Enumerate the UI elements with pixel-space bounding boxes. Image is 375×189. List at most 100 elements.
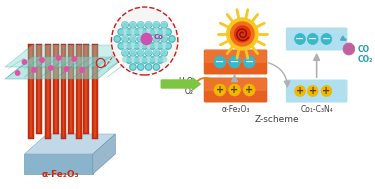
Circle shape [154, 36, 159, 41]
Circle shape [146, 22, 152, 28]
Circle shape [165, 43, 171, 49]
Circle shape [142, 58, 147, 62]
Text: α-Fe₂O₃: α-Fe₂O₃ [221, 105, 250, 114]
Circle shape [138, 29, 143, 34]
Circle shape [15, 71, 20, 75]
Circle shape [141, 57, 148, 63]
Circle shape [126, 57, 132, 63]
Circle shape [139, 51, 142, 55]
Circle shape [295, 85, 305, 97]
Circle shape [123, 23, 127, 27]
Bar [68, 44, 74, 134]
Circle shape [146, 50, 151, 55]
Circle shape [166, 30, 170, 34]
Text: −: − [322, 34, 331, 44]
Bar [76, 44, 82, 139]
Circle shape [157, 57, 164, 63]
Circle shape [162, 51, 166, 55]
Circle shape [149, 43, 156, 49]
Circle shape [154, 23, 158, 27]
Circle shape [138, 50, 143, 55]
Circle shape [114, 36, 120, 42]
Circle shape [138, 36, 144, 42]
Circle shape [127, 30, 131, 34]
FancyBboxPatch shape [204, 77, 267, 102]
Circle shape [243, 56, 255, 68]
Circle shape [162, 37, 166, 41]
Circle shape [142, 30, 147, 34]
Bar [38, 46, 40, 132]
Circle shape [130, 64, 136, 70]
Circle shape [138, 22, 143, 27]
FancyBboxPatch shape [204, 50, 267, 74]
FancyArrow shape [161, 78, 200, 90]
Circle shape [119, 44, 123, 48]
Circle shape [154, 22, 159, 27]
Circle shape [123, 36, 128, 41]
Circle shape [130, 50, 135, 55]
FancyBboxPatch shape [204, 78, 267, 91]
Circle shape [123, 51, 127, 55]
Circle shape [154, 50, 159, 55]
Text: CO₂: CO₂ [358, 54, 373, 64]
Bar [55, 46, 57, 132]
Circle shape [161, 36, 167, 42]
Circle shape [154, 29, 159, 34]
Text: −: − [244, 57, 254, 67]
Circle shape [229, 84, 240, 96]
Circle shape [146, 50, 152, 56]
Circle shape [135, 58, 139, 62]
Circle shape [138, 64, 144, 70]
Circle shape [138, 57, 143, 62]
Circle shape [32, 68, 36, 72]
Circle shape [154, 43, 159, 48]
Circle shape [116, 37, 119, 41]
Circle shape [308, 85, 318, 97]
Circle shape [80, 68, 84, 72]
Circle shape [158, 30, 162, 34]
Circle shape [123, 43, 128, 48]
Circle shape [123, 57, 128, 62]
Circle shape [153, 22, 159, 28]
Circle shape [134, 29, 140, 35]
Circle shape [118, 29, 124, 35]
Circle shape [214, 84, 226, 96]
Bar [78, 46, 80, 137]
Bar [53, 44, 58, 134]
Circle shape [231, 22, 254, 46]
Circle shape [243, 84, 255, 96]
Circle shape [139, 23, 142, 27]
Text: +: + [309, 86, 317, 96]
Circle shape [146, 36, 152, 42]
Text: CO: CO [358, 44, 370, 53]
Bar [70, 46, 72, 132]
Text: +: + [231, 85, 238, 95]
Text: −: − [230, 57, 239, 67]
Bar [30, 46, 32, 137]
Circle shape [166, 44, 170, 48]
Circle shape [165, 29, 171, 35]
Circle shape [130, 22, 135, 27]
Bar [61, 44, 66, 139]
Circle shape [149, 57, 156, 63]
Circle shape [161, 22, 167, 28]
Bar [47, 46, 49, 137]
Circle shape [153, 36, 159, 42]
Circle shape [147, 37, 150, 41]
Text: +: + [245, 85, 253, 95]
Text: α-Fe₂O₃: α-Fe₂O₃ [42, 170, 80, 179]
Circle shape [158, 58, 162, 62]
FancyBboxPatch shape [286, 80, 347, 102]
Circle shape [162, 36, 166, 41]
Circle shape [123, 22, 128, 27]
Circle shape [162, 43, 166, 48]
Bar [92, 44, 98, 139]
Circle shape [64, 67, 69, 71]
Circle shape [162, 57, 166, 62]
Circle shape [141, 29, 148, 35]
Circle shape [157, 43, 164, 49]
Circle shape [138, 22, 144, 28]
Circle shape [139, 65, 142, 69]
Circle shape [161, 50, 167, 56]
Circle shape [127, 44, 131, 48]
